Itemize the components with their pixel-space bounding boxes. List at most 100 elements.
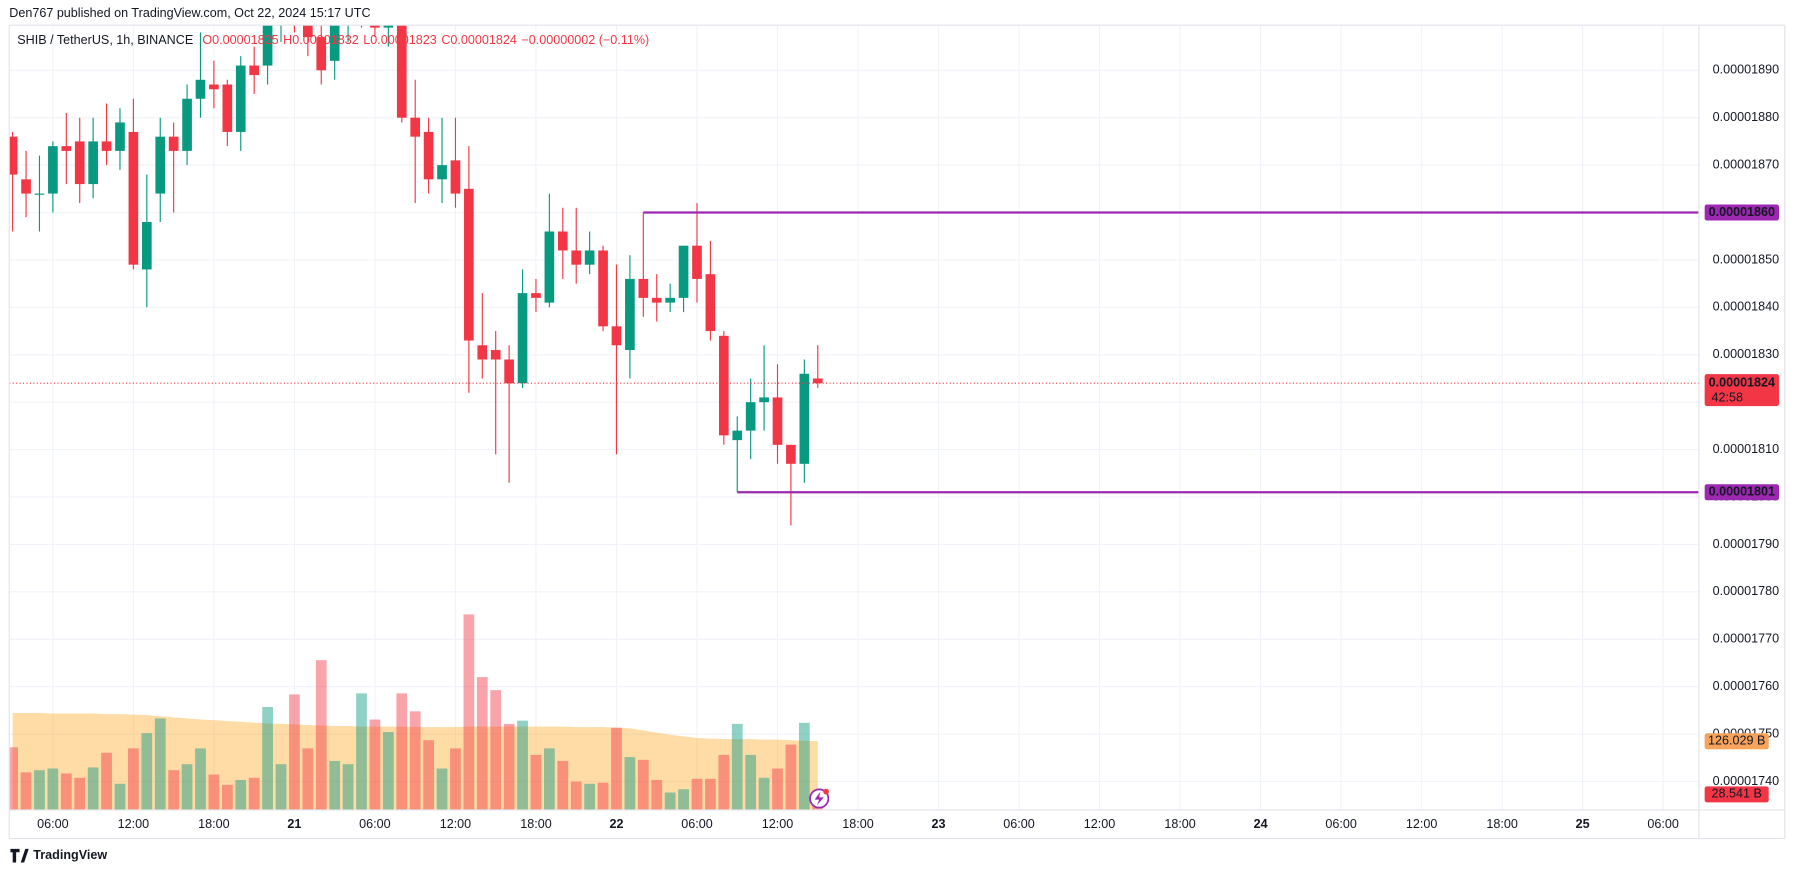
y-tick-label: 0.00001830 bbox=[1713, 347, 1779, 361]
x-tick-label: 21 bbox=[287, 817, 301, 831]
volume-bar bbox=[718, 754, 730, 810]
high-text: H0.00001832 bbox=[283, 34, 359, 48]
candle-body bbox=[410, 117, 421, 137]
candle-body bbox=[101, 141, 112, 151]
replay-icon[interactable] bbox=[809, 788, 830, 809]
candle-body bbox=[812, 378, 823, 384]
volume-bar bbox=[557, 760, 569, 810]
candle-body bbox=[692, 245, 702, 279]
volume-bar bbox=[530, 754, 542, 810]
change-text: −0.00000002 (−0.11%) bbox=[521, 34, 649, 48]
volume-bar bbox=[195, 748, 206, 810]
candle-body bbox=[732, 430, 743, 441]
volume-bar bbox=[409, 711, 421, 810]
candle-body bbox=[759, 397, 769, 403]
candle-body bbox=[88, 141, 98, 185]
candle-body bbox=[665, 297, 675, 303]
candle-body bbox=[625, 278, 635, 351]
volume-bar bbox=[584, 783, 596, 810]
candle-body bbox=[504, 359, 514, 384]
candle-body bbox=[195, 79, 206, 99]
candle-body bbox=[141, 222, 152, 270]
volume-bar bbox=[611, 727, 622, 810]
symbol: SHIB / TetherUS, 1h, BINANCE bbox=[17, 34, 193, 48]
x-tick-label: 23 bbox=[932, 817, 946, 831]
x-tick-label: 06:00 bbox=[681, 817, 712, 831]
candle-body bbox=[531, 293, 541, 298]
candle-body bbox=[61, 146, 72, 151]
volume-bar bbox=[396, 693, 408, 810]
volume-pane bbox=[9, 614, 824, 810]
y-tick-label: 0.00001810 bbox=[1713, 442, 1779, 456]
volume-bar bbox=[624, 757, 636, 810]
candle-body bbox=[303, 25, 313, 38]
volume-bar bbox=[544, 748, 555, 810]
x-tick-label: 18:00 bbox=[198, 817, 229, 831]
volume-bar bbox=[356, 693, 367, 810]
candle-body bbox=[571, 250, 582, 265]
volume-label: 126.029 B bbox=[1708, 734, 1765, 748]
open-text: O0.00001825 bbox=[202, 34, 278, 48]
candle-body bbox=[128, 131, 139, 265]
x-tick-label: 12:00 bbox=[1406, 817, 1437, 831]
candle-body bbox=[74, 141, 85, 185]
price-label-box bbox=[1704, 204, 1780, 221]
volume-bar bbox=[798, 722, 810, 810]
candle-body bbox=[21, 179, 31, 194]
volume-bar bbox=[597, 782, 609, 810]
y-tick-label: 0.00001780 bbox=[1713, 584, 1779, 598]
volume-bar bbox=[235, 779, 247, 810]
volume-ma-area bbox=[12, 712, 818, 810]
volume-bar bbox=[34, 770, 45, 810]
candle-body bbox=[611, 326, 622, 346]
x-tick-label: 18:00 bbox=[842, 817, 873, 831]
candle-body bbox=[209, 84, 219, 90]
x-tick-label: 06:00 bbox=[359, 817, 390, 831]
volume-bar bbox=[678, 789, 689, 810]
x-tick-label: 12:00 bbox=[762, 817, 793, 831]
volume-bar bbox=[423, 740, 434, 810]
volume-label: 28.541 B bbox=[1712, 787, 1762, 801]
volume-bar bbox=[87, 767, 99, 810]
volume-bar bbox=[476, 677, 488, 810]
volume-bar bbox=[141, 733, 153, 810]
candle-body bbox=[557, 231, 568, 251]
candle-body bbox=[235, 65, 246, 132]
volume-bar bbox=[637, 759, 649, 810]
countdown: 42:58 bbox=[1712, 390, 1743, 404]
volume-bar bbox=[248, 777, 260, 810]
volume-bar bbox=[20, 772, 32, 810]
y-tick-label: 0.00001740 bbox=[1713, 774, 1779, 788]
volume-bar bbox=[651, 779, 663, 810]
volume-bar bbox=[570, 781, 582, 810]
x-tick-label: 24 bbox=[1254, 817, 1268, 831]
candle-body bbox=[651, 297, 662, 303]
candle-body bbox=[115, 122, 125, 151]
y-tick-label: 0.00001770 bbox=[1713, 632, 1779, 646]
candle-body bbox=[262, 25, 273, 66]
price-label: 0.00001860 bbox=[1709, 205, 1775, 219]
brand: TradingView bbox=[33, 848, 107, 862]
logo[interactable]: TradingView bbox=[10, 848, 107, 863]
x-tick-label: 18:00 bbox=[1164, 817, 1195, 831]
last-price-label: 0.00001824 bbox=[1709, 376, 1775, 390]
volume-bar bbox=[128, 748, 139, 810]
volume-label-box bbox=[1704, 733, 1769, 750]
candle-body bbox=[786, 444, 796, 464]
volume-bar bbox=[221, 784, 233, 810]
x-tick-label: 18:00 bbox=[1486, 817, 1517, 831]
volume-bar bbox=[490, 690, 502, 810]
close-text: C0.00001824 bbox=[441, 34, 517, 48]
x-tick-label: 06:00 bbox=[37, 817, 68, 831]
candle-body bbox=[423, 131, 434, 180]
y-tick-label: 0.00001790 bbox=[1713, 537, 1779, 551]
candle-body bbox=[329, 25, 340, 61]
candle-body bbox=[249, 65, 259, 76]
y-tick-label: 0.00001890 bbox=[1713, 63, 1779, 77]
x-tick-label: 06:00 bbox=[1003, 817, 1034, 831]
candle-body bbox=[772, 397, 783, 445]
volume-bar bbox=[315, 660, 327, 810]
price-label-box bbox=[1704, 484, 1780, 501]
